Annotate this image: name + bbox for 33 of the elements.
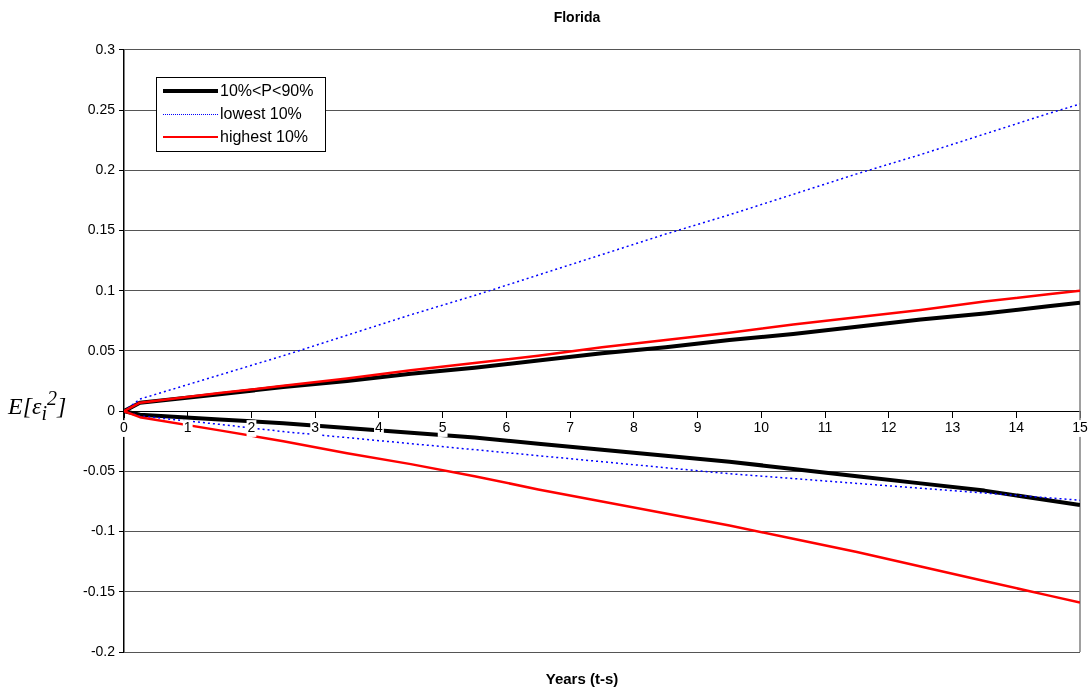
y-tick-label: 0.1: [95, 281, 116, 298]
chart-title: Florida: [553, 9, 601, 26]
y-tick-label: 0.2: [95, 161, 116, 178]
y-tick-label: 0: [107, 401, 116, 418]
legend-label: lowest 10%: [220, 105, 302, 124]
legend-label: highest 10%: [220, 128, 309, 147]
x-tick-label: 2: [247, 419, 256, 436]
y-tick-label: -0.2: [90, 642, 116, 659]
x-tick-label: 11: [817, 419, 833, 436]
x-tick-label: 15: [1072, 419, 1088, 436]
x-tick-label: 8: [629, 419, 638, 436]
y-tick-label: 0.25: [87, 100, 116, 117]
x-tick-label: 0: [120, 419, 129, 436]
x-tick-label: 3: [311, 419, 320, 436]
x-tick-label: 7: [566, 419, 575, 436]
legend-label: 10%<P<90%: [220, 82, 314, 101]
y-tick-label: 0.05: [87, 341, 116, 358]
x-tick-label: 14: [1008, 419, 1025, 436]
x-tick-label: 6: [502, 419, 511, 436]
x-tick-label: 12: [881, 419, 897, 436]
y-tick-label: -0.05: [83, 462, 116, 479]
x-tick-label: 13: [944, 419, 961, 436]
y-axis-title: E[ε$_{i}$$^{2}$]: [8, 385, 67, 425]
x-tick-label: 4: [375, 419, 384, 436]
y-tick-label: -0.15: [83, 582, 116, 599]
y-tick-label: 0.15: [87, 221, 116, 238]
y-tick-label: 0.3: [95, 40, 116, 57]
x-tick-label: 9: [693, 419, 702, 436]
y-tick-label: -0.1: [90, 522, 116, 539]
x-tick-label: 1: [183, 419, 192, 436]
x-tick-label: 5: [438, 419, 447, 436]
x-axis-title: Years (t-s): [545, 670, 619, 687]
x-tick-label: 10: [753, 419, 770, 436]
